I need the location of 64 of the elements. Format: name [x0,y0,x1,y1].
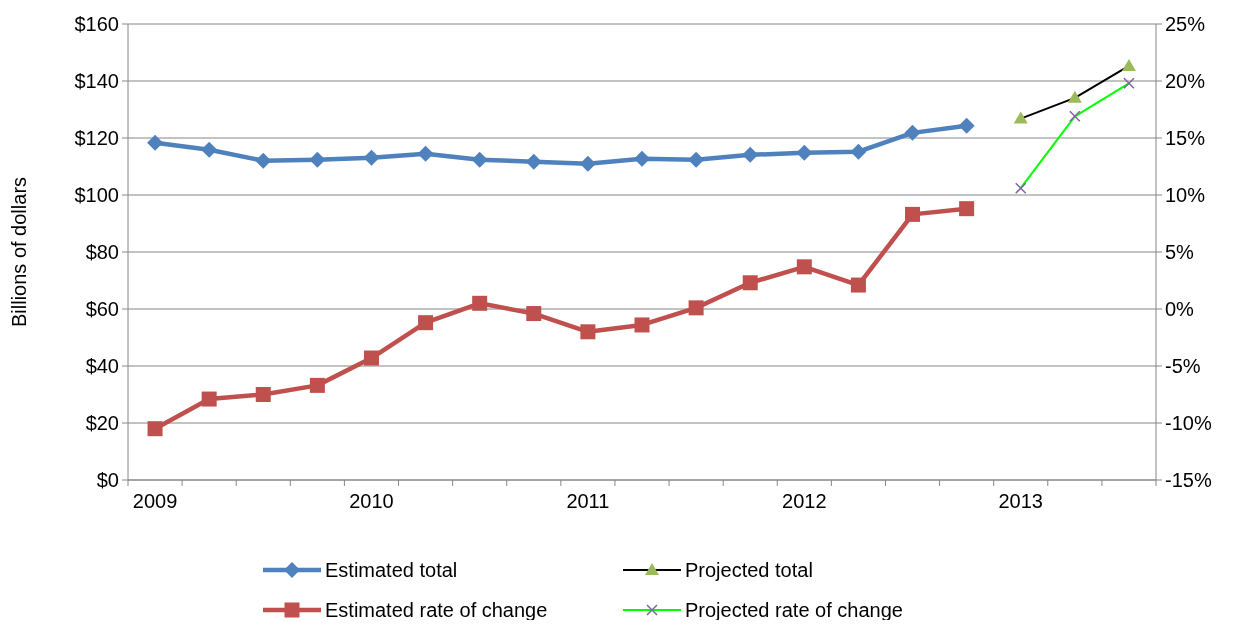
point [525,153,542,170]
x-tick-label: 2012 [782,490,827,512]
point [255,152,272,169]
point [526,306,542,322]
point [418,315,434,331]
point [958,117,975,134]
point [201,141,218,158]
y-tick-label: $20 [85,412,119,434]
point [1067,90,1082,103]
point [905,206,921,222]
point [634,150,650,167]
point [850,143,867,160]
point [959,201,975,217]
point [904,124,921,141]
y-tick-label: $0 [96,469,119,491]
y2-tick-label: -5% [1165,355,1201,377]
point [363,350,379,366]
point [796,259,812,275]
y-tick-label: $120 [74,127,119,149]
point [472,295,488,311]
y2-tick-label: 20% [1165,70,1206,92]
point [688,151,705,168]
point [688,300,704,316]
y-tick-label: $60 [85,298,119,320]
y2-tick-label: 5% [1165,241,1195,263]
y2-tick-label: 10% [1165,184,1206,206]
y2-tick-label: -10% [1165,412,1212,434]
point [417,145,434,162]
x-tick-label: 2009 [132,490,178,512]
point [201,391,217,407]
point [309,377,325,393]
y-tick-label: $80 [85,241,119,263]
point [309,151,326,168]
y-axis-title: Billions of dollars [8,176,30,328]
y-tick-label: $160 [74,13,119,35]
x-tick-label: 2013 [998,490,1043,512]
x-tick-label: 2011 [566,490,610,512]
y-tick-label: $100 [74,184,119,206]
point [796,144,813,161]
y2-tick-label: 15% [1165,127,1206,149]
legend-label: Estimated total [325,559,458,581]
point [1014,182,1027,194]
point [363,149,380,166]
point [471,151,488,168]
point [580,324,596,340]
point [147,134,164,151]
point [255,387,271,402]
point [1013,111,1028,124]
point [1069,110,1081,123]
y-tick-label: $40 [85,355,119,377]
point [742,146,759,163]
y2-tick-label: 0% [1165,298,1195,320]
point [634,317,650,333]
y2-tick-label: -15% [1165,469,1212,491]
point [1121,58,1136,71]
y2-tick-label: 25% [1165,13,1206,35]
x-tick-label: 2010 [349,490,394,512]
y-tick-label: $140 [74,70,119,92]
legend-label: Projected total [685,559,813,581]
point [147,421,163,437]
point [579,155,596,172]
point [850,277,866,293]
point [1123,77,1135,90]
point [742,275,758,291]
